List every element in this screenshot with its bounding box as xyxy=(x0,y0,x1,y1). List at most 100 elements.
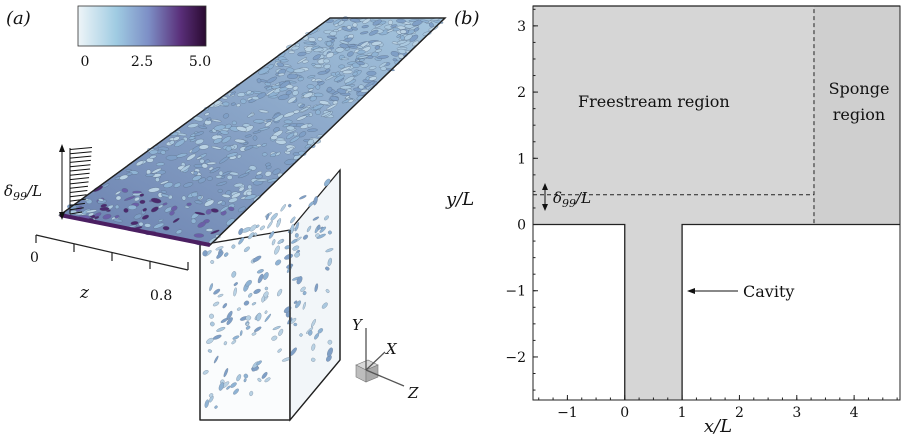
vortex-blob xyxy=(192,175,202,181)
vortex-blob xyxy=(287,73,298,79)
colorbar-tick-0: 0 xyxy=(81,54,90,70)
vortex-blob xyxy=(186,202,192,206)
vortex-blob xyxy=(263,272,269,280)
vortex-blob xyxy=(163,182,174,188)
vortex-blob xyxy=(325,266,330,271)
vortex-blob xyxy=(282,123,290,128)
vortex-blob xyxy=(205,209,212,215)
vortex-blob xyxy=(139,199,146,204)
vortex-blob xyxy=(194,131,205,136)
vortex-blob xyxy=(404,34,413,41)
vortex-blob xyxy=(281,357,292,362)
vortex-blob xyxy=(313,196,318,206)
vortex-blob xyxy=(160,193,170,198)
vortex-blob xyxy=(358,58,365,62)
x-tick-label: 3 xyxy=(792,405,801,421)
vortex-blob xyxy=(297,51,307,57)
vortex-blob xyxy=(213,355,219,364)
vortex-blob xyxy=(303,92,313,99)
vortex-blob xyxy=(196,156,202,160)
vortex-blob xyxy=(208,393,214,398)
inflow-profile xyxy=(69,147,93,215)
vortex-blob xyxy=(262,152,268,157)
vortex-blob xyxy=(218,382,225,391)
vortex-blob xyxy=(230,102,236,106)
vortex-blob xyxy=(258,109,269,114)
vortex-blob xyxy=(193,170,198,176)
vortex-blob xyxy=(327,347,333,357)
vortex-blob xyxy=(315,109,321,115)
vortex-blob xyxy=(358,84,365,90)
vortex-blob xyxy=(368,29,379,36)
vortex-blob xyxy=(148,187,160,193)
vortex-blob xyxy=(206,117,212,121)
delta-arrow-b-head-bottom xyxy=(542,204,548,211)
y-tick-label: 3 xyxy=(517,19,526,35)
vortex-blob xyxy=(215,175,223,179)
vortex-blob xyxy=(276,62,285,67)
vortex-blob xyxy=(123,208,129,213)
vortex-blob xyxy=(238,186,245,192)
vortex-blob xyxy=(261,295,265,303)
vortex-blob xyxy=(252,130,262,134)
vortex-blob xyxy=(307,75,316,79)
vortex-blob xyxy=(333,29,339,32)
vortex-blob xyxy=(236,374,242,382)
vortex-blob xyxy=(277,72,285,77)
z-axis-title: z xyxy=(79,283,90,303)
vortex-blob xyxy=(217,293,224,298)
vortex-blob xyxy=(201,163,208,169)
vortex-blob xyxy=(270,213,278,221)
vortex-blob xyxy=(213,288,221,295)
delta-arrow-head-bottom xyxy=(59,212,65,220)
vortex-blob xyxy=(233,282,238,286)
vortex-blob xyxy=(232,335,240,340)
vortex-blob xyxy=(245,325,251,330)
vortex-blob xyxy=(368,76,377,81)
vortex-blob xyxy=(378,62,388,68)
vortex-blob xyxy=(293,322,298,327)
vortex-blob xyxy=(275,259,282,266)
vortex-blob xyxy=(211,119,222,123)
vortex-blob xyxy=(294,222,300,232)
vortex-blob xyxy=(218,170,224,176)
vortex-blob xyxy=(138,221,144,227)
vortex-blob xyxy=(256,269,264,274)
vortex-blob xyxy=(286,67,295,73)
vortex-blob xyxy=(277,348,282,353)
vortex-blob xyxy=(299,333,303,337)
vortex-blob xyxy=(202,370,209,375)
vortex-blob xyxy=(231,192,241,199)
vortex-blob xyxy=(172,217,180,223)
vortex-blob xyxy=(396,34,402,38)
vortex-blob xyxy=(315,233,320,238)
vortex-blob xyxy=(272,112,281,119)
vortex-blob xyxy=(213,124,226,131)
vortex-blob xyxy=(222,101,230,107)
vortex-blob xyxy=(236,307,241,311)
vortex-blob xyxy=(258,67,270,75)
vortex-blob xyxy=(228,197,238,203)
vortex-blob xyxy=(317,224,321,231)
vortex-blob xyxy=(364,80,376,88)
vortex-blob xyxy=(293,109,300,114)
vortex-blob xyxy=(277,94,290,100)
vortex-blob xyxy=(397,48,407,54)
vortex-blob xyxy=(307,128,318,132)
vortex-blob xyxy=(257,127,270,131)
vortex-blob xyxy=(187,123,199,128)
vortex-blob xyxy=(216,251,224,259)
vortex-blob xyxy=(121,188,129,193)
profile-arrow xyxy=(69,211,83,215)
vortex-blob xyxy=(160,150,166,155)
vortex-blob xyxy=(354,49,360,53)
vortex-blob xyxy=(294,233,299,238)
vortex-blob xyxy=(221,194,231,198)
vortex-blob xyxy=(181,195,187,201)
profile-arrow xyxy=(69,202,85,206)
vortex-blob xyxy=(240,98,247,104)
vortex-blob xyxy=(308,201,315,207)
vortex-blob xyxy=(251,302,257,306)
vortex-blob xyxy=(326,103,338,111)
vortex-blob xyxy=(88,212,95,217)
